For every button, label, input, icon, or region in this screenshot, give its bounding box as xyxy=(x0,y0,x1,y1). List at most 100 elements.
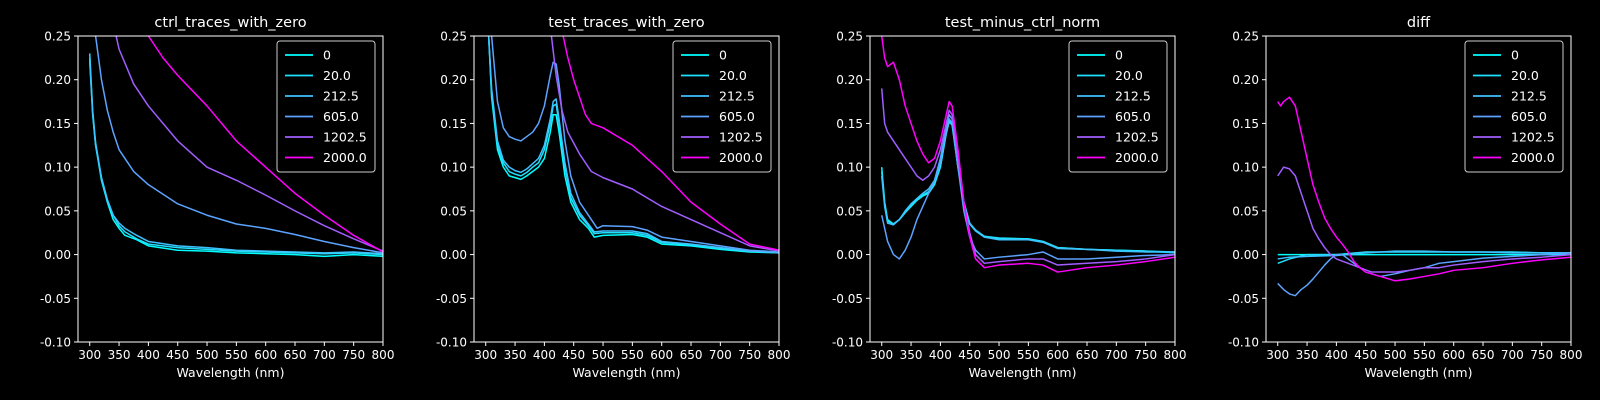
legend-label: 212.5 xyxy=(719,89,755,104)
legend-label: 2000.0 xyxy=(323,150,367,165)
y-tick-label: -0.05 xyxy=(436,292,467,306)
x-tick-label: 600 xyxy=(254,348,277,362)
series-line-1202.5 xyxy=(115,36,383,252)
series-line-605.0 xyxy=(94,36,383,254)
series-group xyxy=(1277,96,1571,297)
series-line-212.5 xyxy=(487,36,779,254)
y-tick-label: -0.05 xyxy=(1228,292,1259,306)
series-line-212.5 xyxy=(880,118,1175,253)
x-tick-label: 750 xyxy=(342,348,365,362)
x-tick-label: 450 xyxy=(166,348,189,362)
chart-panel-4: diff 300 350 400 450 500 550 600 650 700 750 800 -0.… xyxy=(1228,15,1583,380)
legend-label: 1202.5 xyxy=(719,130,763,145)
x-axis-label: Wavelength (nm) xyxy=(969,365,1077,380)
x-tick-label: 350 xyxy=(108,348,131,362)
x-axis-label: Wavelength (nm) xyxy=(573,365,681,380)
legend-label: 20.0 xyxy=(323,68,351,83)
series-line-1202.5 xyxy=(550,36,779,252)
legend-label: 1202.5 xyxy=(1511,130,1555,145)
y-tick-label: 0.15 xyxy=(44,117,71,131)
x-tick-label: 350 xyxy=(504,348,527,362)
x-tick-label: 550 xyxy=(225,348,248,362)
series-line-605.0 xyxy=(490,36,779,253)
axes-frame xyxy=(869,35,1176,343)
y-tick-label: 0.05 xyxy=(836,204,863,218)
y-tick-label: 0.15 xyxy=(440,117,467,131)
legend: 0 20.0 212.5 605.0 1202.5 2000.0 xyxy=(276,40,376,173)
y-tick-label: 0.25 xyxy=(836,30,863,44)
series-line-1202.5 xyxy=(1277,166,1571,273)
y-tick-label: 0.05 xyxy=(440,204,467,218)
x-tick-label: 500 xyxy=(196,348,219,362)
legend-label: 2000.0 xyxy=(719,150,763,165)
legend: 0 20.0 212.5 605.0 1202.5 2000.0 xyxy=(672,40,772,173)
y-tick-label: 0.15 xyxy=(1232,117,1259,131)
x-tick-label: 500 xyxy=(1384,348,1407,362)
x-tick-label: 300 xyxy=(1266,348,1289,362)
y-tick-label: 0.20 xyxy=(440,73,467,87)
x-tick-label: 800 xyxy=(1560,348,1583,362)
y-tick-label: 0.20 xyxy=(836,73,863,87)
axes-frame xyxy=(473,35,780,343)
axes-frame xyxy=(77,35,384,343)
chart-panel-1: ctrl_traces_with_zero 300 350 400 450 500 550 6… xyxy=(40,15,395,380)
x-tick-label: 450 xyxy=(562,348,585,362)
x-tick-label: 750 xyxy=(1134,348,1157,362)
chart-panel-2: test_traces_with_zero 300 350 400 450 500 550 6… xyxy=(436,15,791,380)
legend-label: 605.0 xyxy=(323,109,359,124)
x-tick-label: 300 xyxy=(870,348,893,362)
y-tick-label: -0.05 xyxy=(832,292,863,306)
legend-label: 20.0 xyxy=(1115,68,1143,83)
legend-label: 20.0 xyxy=(719,68,747,83)
legend-box xyxy=(672,40,772,173)
chart-title: test_traces_with_zero xyxy=(548,15,705,31)
x-tick-label: 600 xyxy=(1442,348,1465,362)
y-tick-label: -0.05 xyxy=(40,292,71,306)
y-tick-label: 0.20 xyxy=(44,73,71,87)
x-tick-label: 500 xyxy=(988,348,1011,362)
legend-label: 212.5 xyxy=(323,89,359,104)
y-tick-label: -0.10 xyxy=(832,336,863,350)
series-group xyxy=(487,36,779,254)
y-tick-label: 0.25 xyxy=(1232,30,1259,44)
x-tick-label: 300 xyxy=(78,348,101,362)
legend-box xyxy=(1464,40,1564,173)
x-tick-label: 650 xyxy=(284,348,307,362)
series-line-2000.0 xyxy=(1277,96,1571,282)
x-tick-label: 550 xyxy=(1017,348,1040,362)
x-tick-label: 350 xyxy=(900,348,923,362)
y-tick-label: 0.10 xyxy=(440,161,467,175)
y-tick-label: 0.05 xyxy=(1232,204,1259,218)
series-line-2000.0 xyxy=(880,36,1175,273)
x-tick-label: 800 xyxy=(768,348,791,362)
legend-label: 0 xyxy=(323,48,331,63)
x-tick-label: 650 xyxy=(1076,348,1099,362)
series-group xyxy=(88,36,383,258)
legend: 0 20.0 212.5 605.0 1202.5 2000.0 xyxy=(1464,40,1564,173)
y-tick-label: 0.05 xyxy=(44,204,71,218)
legend-label: 212.5 xyxy=(1115,89,1151,104)
x-tick-label: 350 xyxy=(1296,348,1319,362)
legend-label: 0 xyxy=(1115,48,1123,63)
x-tick-label: 550 xyxy=(621,348,644,362)
series-line-605.0 xyxy=(1277,252,1571,297)
x-tick-label: 300 xyxy=(474,348,497,362)
x-tick-label: 800 xyxy=(1164,348,1187,362)
series-line-2000.0 xyxy=(562,36,779,251)
y-tick-label: 0.00 xyxy=(836,248,863,262)
y-tick-label: 0.10 xyxy=(836,161,863,175)
series-line-212.5 xyxy=(1277,250,1571,260)
y-tick-label: 0.25 xyxy=(440,30,467,44)
legend-label: 605.0 xyxy=(1511,109,1547,124)
series-line-212.5 xyxy=(88,62,383,255)
y-tick-label: 0.20 xyxy=(1232,73,1259,87)
y-tick-label: -0.10 xyxy=(436,336,467,350)
series-line-1202.5 xyxy=(880,88,1175,266)
y-tick-label: 0.10 xyxy=(44,161,71,175)
legend-label: 0 xyxy=(719,48,727,63)
y-tick-label: 0.00 xyxy=(44,248,71,262)
x-tick-label: 600 xyxy=(1046,348,1069,362)
x-tick-label: 650 xyxy=(1472,348,1495,362)
